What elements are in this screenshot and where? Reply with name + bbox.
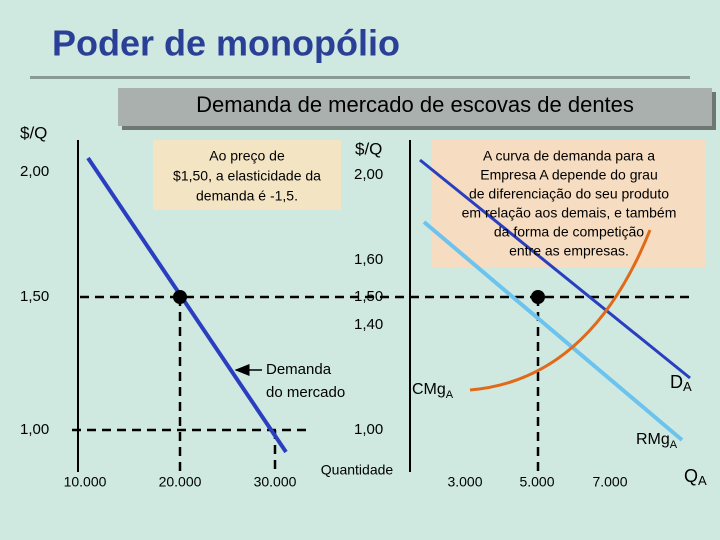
curve-label-symbol: CMg bbox=[412, 381, 446, 398]
curve-label-subscript: A bbox=[670, 439, 678, 451]
x-tick-label: 5.000 bbox=[519, 474, 554, 490]
curve-label-subscript: A bbox=[446, 389, 454, 401]
curve-label: Demanda bbox=[266, 361, 332, 378]
left-note-box bbox=[153, 140, 341, 210]
curve-label: CMgA bbox=[412, 381, 454, 401]
y-axis-label: $/Q bbox=[20, 123, 47, 142]
curve-label-symbol: RMg bbox=[636, 431, 670, 448]
title: Poder de monopólio bbox=[52, 23, 400, 64]
title-rule bbox=[30, 76, 690, 79]
x-axis-symbol: QA bbox=[684, 466, 707, 489]
point bbox=[531, 290, 545, 304]
note-line: entre as empresas. bbox=[509, 243, 629, 259]
y-tick-label: 1,50 bbox=[20, 288, 49, 305]
x-axis-label: Quantidade bbox=[321, 462, 394, 478]
right-note-box bbox=[432, 140, 706, 268]
y-tick-label: 1,50 bbox=[354, 288, 383, 305]
x-tick-label: 20.000 bbox=[159, 474, 202, 490]
rmg-curve bbox=[422, 220, 684, 442]
x-axis-symbol-symbol: Q bbox=[684, 466, 698, 486]
subtitle-box bbox=[118, 88, 712, 126]
subtitle: Demanda de mercado de escovas de dentes bbox=[196, 92, 634, 117]
note-line: Ao preço de bbox=[209, 148, 285, 164]
note-line: demanda é -1,5. bbox=[196, 188, 298, 204]
y-tick-label: 1,60 bbox=[354, 251, 383, 268]
y-axis-label: $/Q bbox=[355, 139, 382, 158]
curve-label-symbol: D bbox=[670, 372, 683, 392]
note-line: da forma de competição bbox=[494, 224, 644, 240]
y-tick-label: 1,40 bbox=[354, 316, 383, 333]
curve-label: DA bbox=[670, 372, 692, 395]
market-demand-curve bbox=[86, 156, 288, 454]
y-tick-label: 1,00 bbox=[20, 421, 49, 438]
x-tick-label: 30.000 bbox=[254, 474, 297, 490]
demand-curve bbox=[419, 158, 691, 380]
point bbox=[173, 290, 187, 304]
cmg-curve bbox=[469, 229, 652, 392]
note-line: em relação aos demais, e também bbox=[462, 205, 677, 221]
x-tick-label: 10.000 bbox=[64, 474, 107, 490]
curve-label: do mercado bbox=[266, 384, 345, 401]
x-axis-symbol-subscript: A bbox=[698, 473, 707, 488]
note-line: de diferenciação do seu produto bbox=[469, 186, 669, 202]
y-tick-label: 2,00 bbox=[354, 166, 383, 183]
note-line: $1,50, a elasticidade da bbox=[173, 168, 321, 184]
labels: $/Q 2,00 1,50 1,00 10.000 20.000 30.000 Ao preç… bbox=[20, 123, 707, 489]
y-tick-label: 2,00 bbox=[20, 163, 49, 180]
curve-label: RMgA bbox=[636, 431, 678, 451]
note-line: Empresa A depende do grau bbox=[480, 167, 657, 183]
curve-label-subscript: A bbox=[683, 379, 692, 394]
y-tick-label: 1,00 bbox=[354, 421, 383, 438]
x-tick-label: 7.000 bbox=[592, 474, 627, 490]
x-tick-label: 3.000 bbox=[447, 474, 482, 490]
note-line: A curva de demanda para a bbox=[483, 148, 655, 164]
